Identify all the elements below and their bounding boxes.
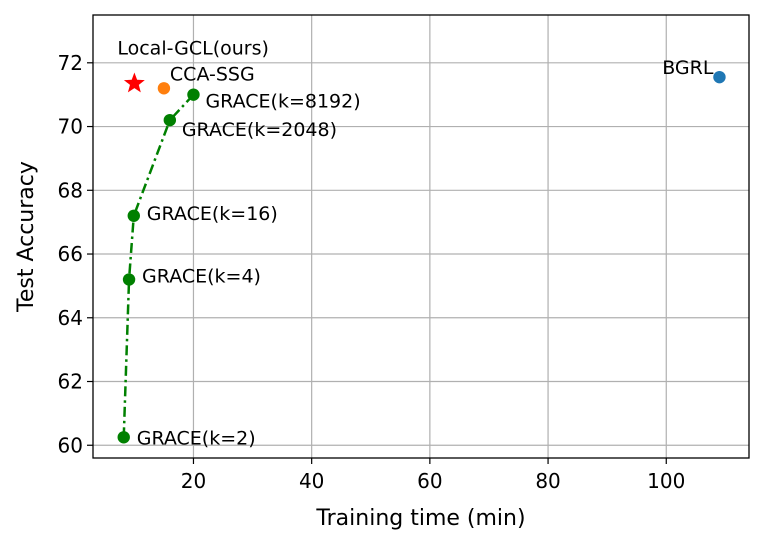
point-label: GRACE(k=2)	[137, 427, 256, 449]
y-tick-label: 62	[58, 370, 83, 394]
data-point	[157, 82, 171, 95]
point-label: BGRL	[662, 57, 714, 79]
point-label: GRACE(k=2048)	[182, 119, 337, 141]
point-label: GRACE(k=16)	[147, 203, 278, 225]
series-line	[122, 93, 195, 438]
plot-frame	[92, 14, 750, 459]
series-layer	[117, 70, 726, 444]
grid	[93, 15, 749, 458]
x-tick-label: 40	[299, 469, 324, 493]
x-tick-label: 20	[181, 469, 206, 493]
point-label: GRACE(k=4)	[142, 266, 261, 288]
point-label: CCA-SSG	[170, 63, 255, 85]
y-tick-label: 66	[58, 242, 83, 266]
y-tick-label: 60	[58, 433, 83, 457]
data-point	[122, 273, 136, 286]
y-axis-label: Test Accuracy	[14, 161, 39, 313]
point-label: GRACE(k=8192)	[205, 91, 360, 113]
data-point	[163, 113, 177, 127]
point-label: Local-GCL(ours)	[117, 38, 269, 60]
y-tick-label: 68	[58, 178, 83, 202]
x-axis-label: Training time (min)	[315, 506, 525, 531]
data-point	[117, 431, 130, 444]
data-point	[127, 209, 140, 222]
x-tick-label: 100	[647, 469, 685, 493]
data-point-star	[123, 72, 145, 93]
ticks: 20 40 60 80 100 60 62 64 66 68 70 72	[58, 51, 686, 493]
data-point	[713, 70, 726, 84]
y-tick-label: 70	[58, 115, 83, 139]
y-tick-label: 72	[58, 51, 83, 75]
data-point	[187, 88, 200, 101]
x-tick-label: 60	[417, 469, 442, 493]
y-tick-label: 64	[58, 306, 83, 330]
annotation-layer: GRACE(k=2) GRACE(k=4) GRACE(k=16) GRACE(k=2…	[117, 38, 713, 450]
x-tick-label: 80	[535, 469, 560, 493]
